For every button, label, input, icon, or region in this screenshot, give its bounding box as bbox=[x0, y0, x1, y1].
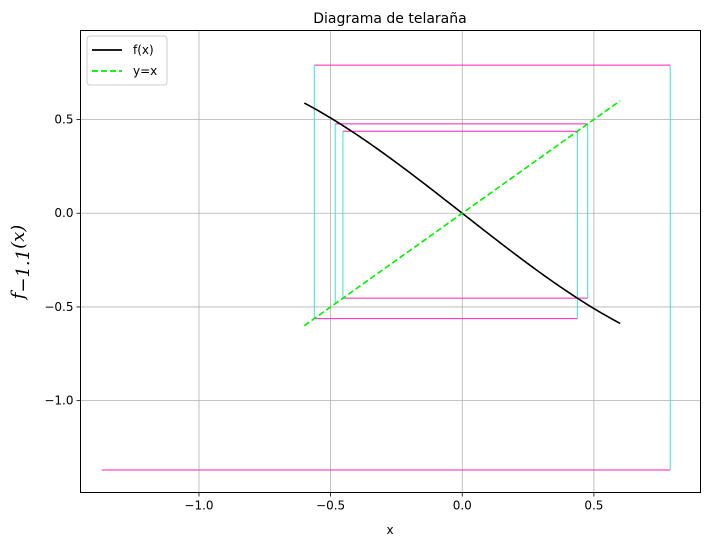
y-label-arg: (x) bbox=[8, 225, 29, 249]
legend: f(x) y=x bbox=[86, 35, 168, 86]
plot-frame bbox=[80, 30, 701, 493]
legend-label-fx: f(x) bbox=[133, 43, 154, 57]
y-tick-label: −1.0 bbox=[44, 394, 73, 408]
y-tick-label: −0.5 bbox=[44, 300, 73, 314]
x-tick-label: 0.0 bbox=[453, 499, 472, 513]
legend-label-identity: y=x bbox=[133, 64, 157, 78]
plot-series bbox=[101, 64, 671, 471]
identity-line bbox=[303, 100, 621, 327]
grid bbox=[80, 30, 701, 493]
legend-box bbox=[86, 35, 168, 86]
x-axis-label: x bbox=[386, 523, 393, 537]
y-axis-label-text: f−1.1(x) bbox=[8, 225, 34, 302]
x-tick-label: −1.0 bbox=[184, 499, 213, 513]
y-tick-label: 0.5 bbox=[54, 113, 73, 127]
y-label-subscript: −1.1 bbox=[13, 249, 34, 293]
chart-title: Diagrama de telaraña bbox=[313, 11, 466, 27]
x-tick-label: 0.5 bbox=[584, 499, 603, 513]
y-axis-label: f−1.1(x) bbox=[8, 225, 34, 302]
x-tick-label: −0.5 bbox=[316, 499, 345, 513]
y-tick-label: 0.0 bbox=[54, 206, 73, 220]
ticks: −1.0 −0.5 0.0 0.5 −1.0 −0.5 0.0 0.5 bbox=[44, 113, 603, 513]
